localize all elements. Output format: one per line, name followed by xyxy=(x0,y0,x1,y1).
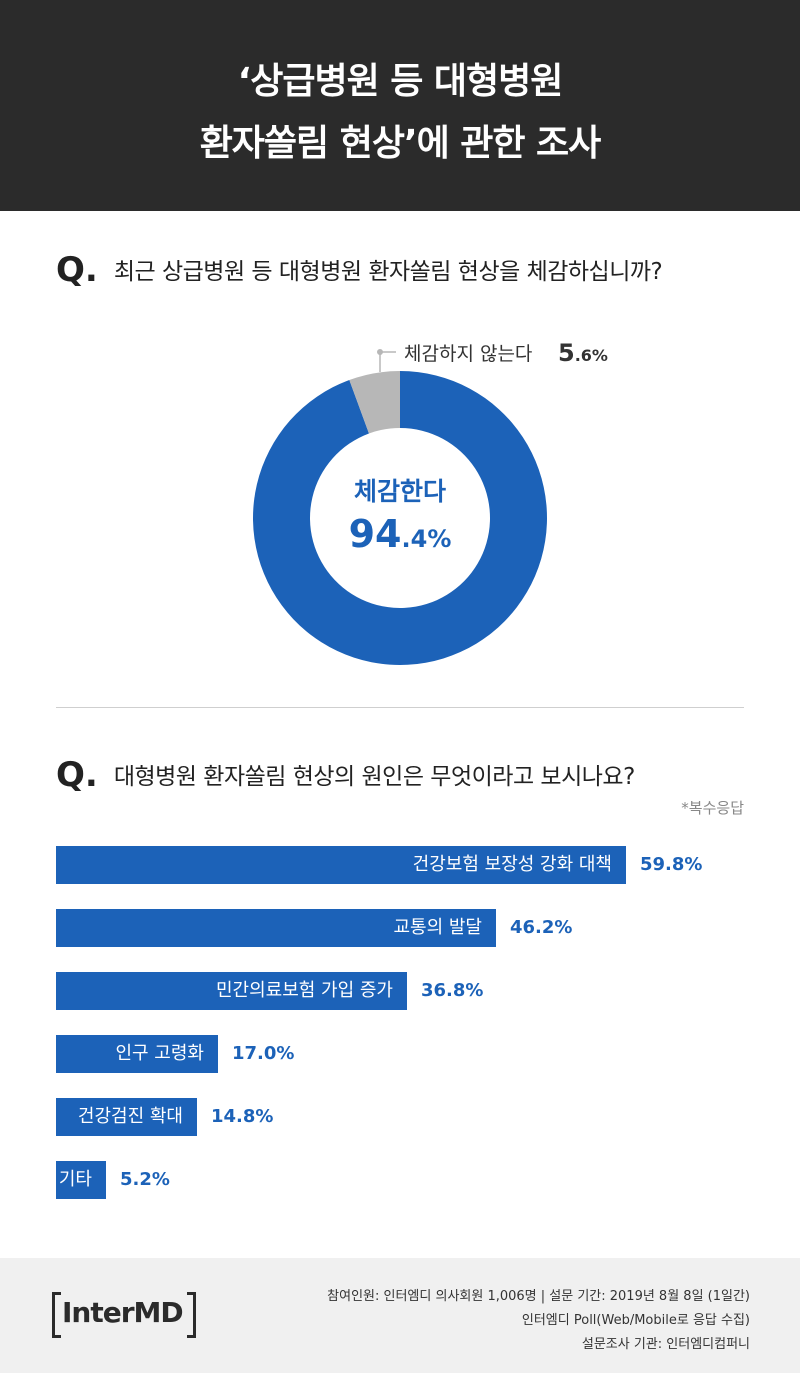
bar-row: 건강검진 확대 14.8% xyxy=(0,1098,800,1136)
bar-value: 5.2% xyxy=(120,1169,170,1190)
title-line-1: ‘상급병원 등 대형병원 xyxy=(237,61,564,102)
bar-value: 46.2% xyxy=(510,917,573,938)
donut-center-label: 체감한다 xyxy=(354,477,446,506)
bar-value: 17.0% xyxy=(232,1043,295,1064)
bar-label: 기타 xyxy=(58,1169,92,1190)
donut-slice-2 xyxy=(349,371,400,434)
logo-bracket-right xyxy=(187,1292,196,1338)
bar xyxy=(56,1035,218,1073)
divider xyxy=(56,707,744,708)
bar-value: 14.8% xyxy=(211,1106,274,1127)
question-2-text: 대형병원 환자쏠림 현상의 원인은 무엇이라고 보시나요? xyxy=(113,764,635,790)
bar xyxy=(56,1161,106,1199)
intermd-logo: InterMD xyxy=(52,1290,196,1338)
bar-label: 인구 고령화 xyxy=(115,1043,204,1064)
bar-row: 기타 5.2% xyxy=(0,1161,800,1199)
donut-chart: 체감한다 94.4% 체감하지 않는다 5.6% xyxy=(253,339,608,665)
donut-center-value: 94.4% xyxy=(349,512,452,556)
bar-row: 건강보험 보장성 강화 대책 59.8% xyxy=(0,846,800,884)
logo-bracket-left xyxy=(52,1292,61,1338)
bar-label: 교통의 발달 xyxy=(393,917,482,938)
question-2: Q. 대형병원 환자쏠림 현상의 원인은 무엇이라고 보시나요? xyxy=(56,755,635,795)
bar-value: 59.8% xyxy=(640,854,703,875)
bar xyxy=(56,909,496,947)
callout-line xyxy=(379,351,396,372)
q-mark: Q. xyxy=(56,250,98,290)
footer-participants: 참여인원: 인터엠디 의사회원 1,006명 | 설문 기간: 2019년 8월… xyxy=(327,1289,750,1304)
bar-row: 민간의료보험 가입 증가 36.8% xyxy=(0,972,800,1010)
bar-label: 건강보험 보장성 강화 대책 xyxy=(412,854,612,875)
multiple-response-note: *복수응답 xyxy=(681,799,744,817)
bar-value: 36.8% xyxy=(421,980,484,1001)
question-1: Q. 최근 상급병원 등 대형병원 환자쏠림 현상을 체감하십니까? xyxy=(56,250,663,290)
callout-value: 5.6% xyxy=(558,339,608,367)
logo-text: InterMD xyxy=(62,1296,184,1329)
bar-row: 인구 고령화 17.0% xyxy=(0,1035,800,1073)
title-line-2: 환자쏠림 현상’에 관한 조사 xyxy=(199,123,602,164)
callout-label: 체감하지 않는다 xyxy=(404,343,532,365)
footer-organization: 설문조사 기관: 인터엠디컴퍼니 xyxy=(581,1337,750,1352)
q-mark: Q. xyxy=(56,755,98,795)
footer xyxy=(0,1258,800,1373)
header: ‘상급병원 등 대형병원 환자쏠림 현상’에 관한 조사 xyxy=(0,0,800,211)
donut-slice-1 xyxy=(253,371,548,665)
bar xyxy=(56,972,407,1010)
bar xyxy=(56,846,626,884)
bar-label: 건강검진 확대 xyxy=(77,1106,183,1127)
callout-dot xyxy=(377,349,383,355)
bar xyxy=(56,1098,197,1136)
footer-method: 인터엠디 Poll(Web/Mobile로 응답 수집) xyxy=(521,1313,750,1328)
bar-label: 민간의료보험 가입 증가 xyxy=(215,980,393,1001)
bar-row: 교통의 발달 46.2% xyxy=(0,909,800,947)
question-1-text: 최근 상급병원 등 대형병원 환자쏠림 현상을 체감하십니까? xyxy=(113,259,663,285)
